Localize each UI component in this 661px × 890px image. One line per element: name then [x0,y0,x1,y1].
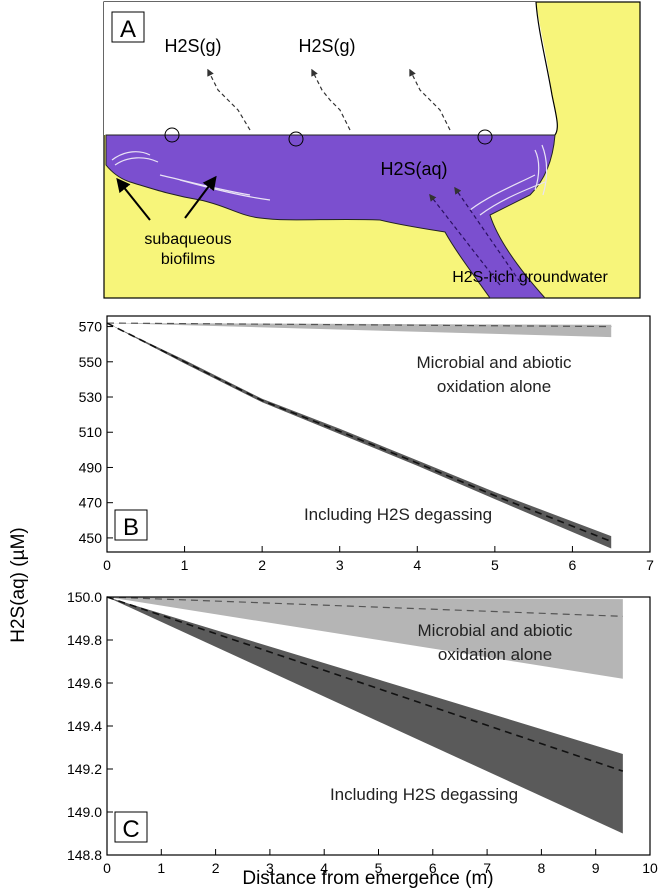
panel-c-x-tick-label: 1 [157,860,165,876]
panel-c-x-tick-label: 7 [483,860,491,876]
aq-label: H2S(aq) [380,159,447,179]
shared-y-axis-label: H2S(aq) (µM) [8,527,29,642]
panel-b-frame [106,315,651,553]
panel-b-chart: 0 1 2 3 4 5 6 7 450 470 490 510 530 550 570 Microbial… [79,315,654,573]
panel-b-y-tick-label: 550 [79,354,103,370]
panel-a-label: A [120,16,136,43]
water-body [105,134,556,299]
panel-b-label-box [114,509,148,541]
panel-c-label: C [122,816,139,843]
panel-c-label-box [114,811,148,843]
panel-b-x-tick-label: 4 [413,557,421,573]
panel-c-annotation-oxidation-line2: oxidation alone [438,645,552,664]
gas-label-1: H2S(g) [164,36,221,56]
panel-b-midline-degassing [106,322,612,543]
panel-b-midline-oxidation [106,322,612,328]
biofilm-pointer-arrow-1 [116,177,151,221]
panel-b-x-tick-label: 3 [336,557,344,573]
panel-c-annotation-degassing: Including H2S degassing [330,785,518,804]
panel-c-y-ticks: 148.8 149.0 149.2 149.4 149.6 149.8 150.0 [67,589,113,863]
panel-c-x-tick-label: 9 [592,860,600,876]
gas-label-2: H2S(g) [298,36,355,56]
panel-c-x-tick-label: 4 [320,860,328,876]
panel-a-schematic: A H2S(g) H2S(g) H2S(aq) subaqueous biofi… [103,1,641,299]
groundwater-label: H2S-rich groundwater [452,269,608,286]
panel-c-y-tick-label: 149.6 [67,675,102,691]
panel-b-annotation-oxidation-line2: oxidation alone [437,377,551,396]
eddy-symbol-1 [164,127,180,143]
biofilm-label-line2: biofilms [161,251,215,268]
panel-b-y-tick-label: 510 [79,424,103,440]
panel-c-bands [107,597,623,834]
biofilm-pointer-arrow-2 [184,175,217,219]
panel-b-x-ticks: 0 1 2 3 4 5 6 7 [103,546,654,573]
right-bank [535,1,558,136]
panel-b-annotation-oxidation-line1: Microbial and abiotic [417,353,572,372]
panel-b-x-tick-label: 7 [646,557,654,573]
panel-c-mid-lines [106,596,624,772]
panel-c-y-tick-label: 149.4 [67,718,102,734]
degassing-arrows [207,68,451,131]
panel-c-x-ticks: 0 1 2 3 4 5 6 7 8 9 10 [103,849,658,876]
panel-c-midline-degassing [106,596,624,772]
panel-c-y-tick-label: 149.0 [67,804,102,820]
panel-b-x-tick-label: 0 [103,557,111,573]
panel-b-mid-lines [106,322,612,543]
panel-b-y-tick-label: 530 [79,389,103,405]
panel-b-label: B [123,514,139,541]
panel-c-x-tick-label: 8 [538,860,546,876]
panel-b-y-tick-label: 470 [79,495,103,511]
panel-b-y-tick-label: 450 [79,530,103,546]
panel-b-annotation-degassing: Including H2S degassing [304,505,492,524]
panel-c-x-tick-label: 10 [642,860,658,876]
panel-b-x-tick-label: 1 [181,557,189,573]
panel-b-x-tick-label: 2 [258,557,266,573]
eddy-symbol-3 [477,129,493,145]
panel-c-x-tick-label: 2 [212,860,220,876]
panel-c-chart: 0 1 2 3 4 5 6 7 8 9 10 148.8149.0149.2149.4149.614… [67,589,658,876]
panel-c-y-tick-label: 149.8 [67,632,102,648]
panel-b-y-tick-label: 490 [79,459,103,475]
air-area [104,2,558,135]
panel-b-band-oxidation [107,323,612,338]
panel-b-x-tick-label: 6 [569,557,577,573]
panel-c-x-tick-label: 6 [429,860,437,876]
shared-x-axis-label: Distance from emergence (m) [242,868,493,889]
eddy-symbol-2 [288,131,304,147]
panel-c-midline-oxidation [106,596,623,617]
panel-b-x-tick-label: 5 [491,557,499,573]
biofilm-label-line1: subaqueous [144,231,231,248]
panel-c-y-tick-label: 148.8 [67,847,102,863]
panel-c-band-oxidation [107,597,623,679]
panel-b-y-tick-label: 570 [79,319,103,335]
groundwater-arrows [429,186,521,286]
panel-c-y-tick-label: 150.0 [67,589,102,605]
panel-c-annotation-oxidation-line1: Microbial and abiotic [418,621,573,640]
panel-a-label-box [111,11,145,43]
panel-c-x-tick-label: 0 [103,860,111,876]
panel-c-y-tick-label: 149.2 [67,761,102,777]
panel-b-y-ticks: 450 470 490 510 530 550 570 [79,319,113,546]
panel-c-band-degassing [107,597,623,834]
panel-c-x-tick-label: 5 [375,860,383,876]
panel-c-x-tick-label: 3 [266,860,274,876]
